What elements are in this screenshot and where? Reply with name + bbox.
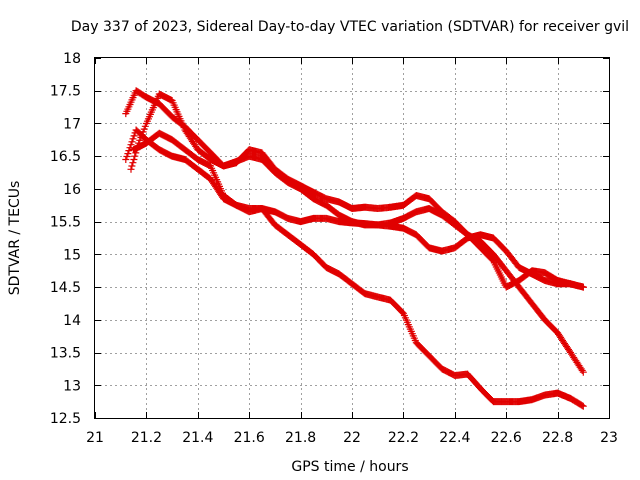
y-axis-label: SDTVAR / TECUs bbox=[7, 181, 23, 296]
x-tick-label: 22.4 bbox=[439, 430, 470, 446]
x-tick-label: 21.2 bbox=[131, 430, 162, 446]
y-tick-label: 16 bbox=[63, 182, 81, 198]
x-tick-label: 21.4 bbox=[182, 430, 213, 446]
y-tick-label: 15 bbox=[63, 247, 81, 263]
x-tick-label: 22 bbox=[343, 430, 361, 446]
data-point bbox=[128, 138, 136, 146]
data-point bbox=[130, 132, 138, 140]
data-point bbox=[131, 152, 139, 160]
data-markers bbox=[122, 87, 587, 410]
data-point bbox=[130, 156, 138, 163]
data-point bbox=[129, 159, 137, 167]
y-tick-label: 17 bbox=[63, 116, 81, 132]
x-tick-label: 22.6 bbox=[491, 430, 522, 446]
axis-ticks bbox=[95, 58, 610, 419]
x-tick-label: 23 bbox=[600, 430, 618, 446]
y-tick-label: 12.5 bbox=[50, 411, 81, 427]
y-tick-label: 18 bbox=[63, 51, 81, 67]
data-point bbox=[128, 162, 136, 170]
data-point bbox=[579, 368, 587, 376]
y-tick-labels: 12.5 13 13.5 14 14.5 15 15.5 16 16.5 17 17.5 18 bbox=[50, 51, 81, 427]
data-point bbox=[578, 367, 586, 374]
data-point bbox=[124, 150, 132, 158]
data-point bbox=[122, 156, 130, 163]
y-tick-label: 14 bbox=[63, 313, 81, 329]
x-tick-label: 21 bbox=[86, 430, 104, 446]
x-tick-label: 22.2 bbox=[388, 430, 419, 446]
y-tick-label: 15.5 bbox=[50, 215, 81, 231]
plot-frame bbox=[94, 57, 610, 419]
x-tick-label: 21.8 bbox=[285, 430, 316, 446]
y-tick-label: 13.5 bbox=[50, 346, 81, 362]
x-tick-label: 21.6 bbox=[234, 430, 265, 446]
data-point bbox=[579, 402, 587, 410]
data-point bbox=[127, 165, 135, 173]
chart-title: Day 337 of 2023, Sidereal Day-to-day VTE… bbox=[71, 19, 629, 35]
x-axis-label: GPS time / hours bbox=[291, 459, 408, 475]
y-tick-label: 13 bbox=[63, 378, 81, 394]
data-point bbox=[579, 283, 587, 291]
y-tick-label: 17.5 bbox=[50, 84, 81, 100]
x-tick-labels: 21 21.2 21.4 21.6 21.8 22 22.2 22.4 22.6 22.8 23 bbox=[86, 430, 618, 446]
x-tick-label: 22.8 bbox=[542, 430, 573, 446]
y-tick-label: 14.5 bbox=[50, 280, 81, 296]
series-track-4 bbox=[130, 129, 587, 410]
y-tick-label: 16.5 bbox=[50, 149, 81, 165]
